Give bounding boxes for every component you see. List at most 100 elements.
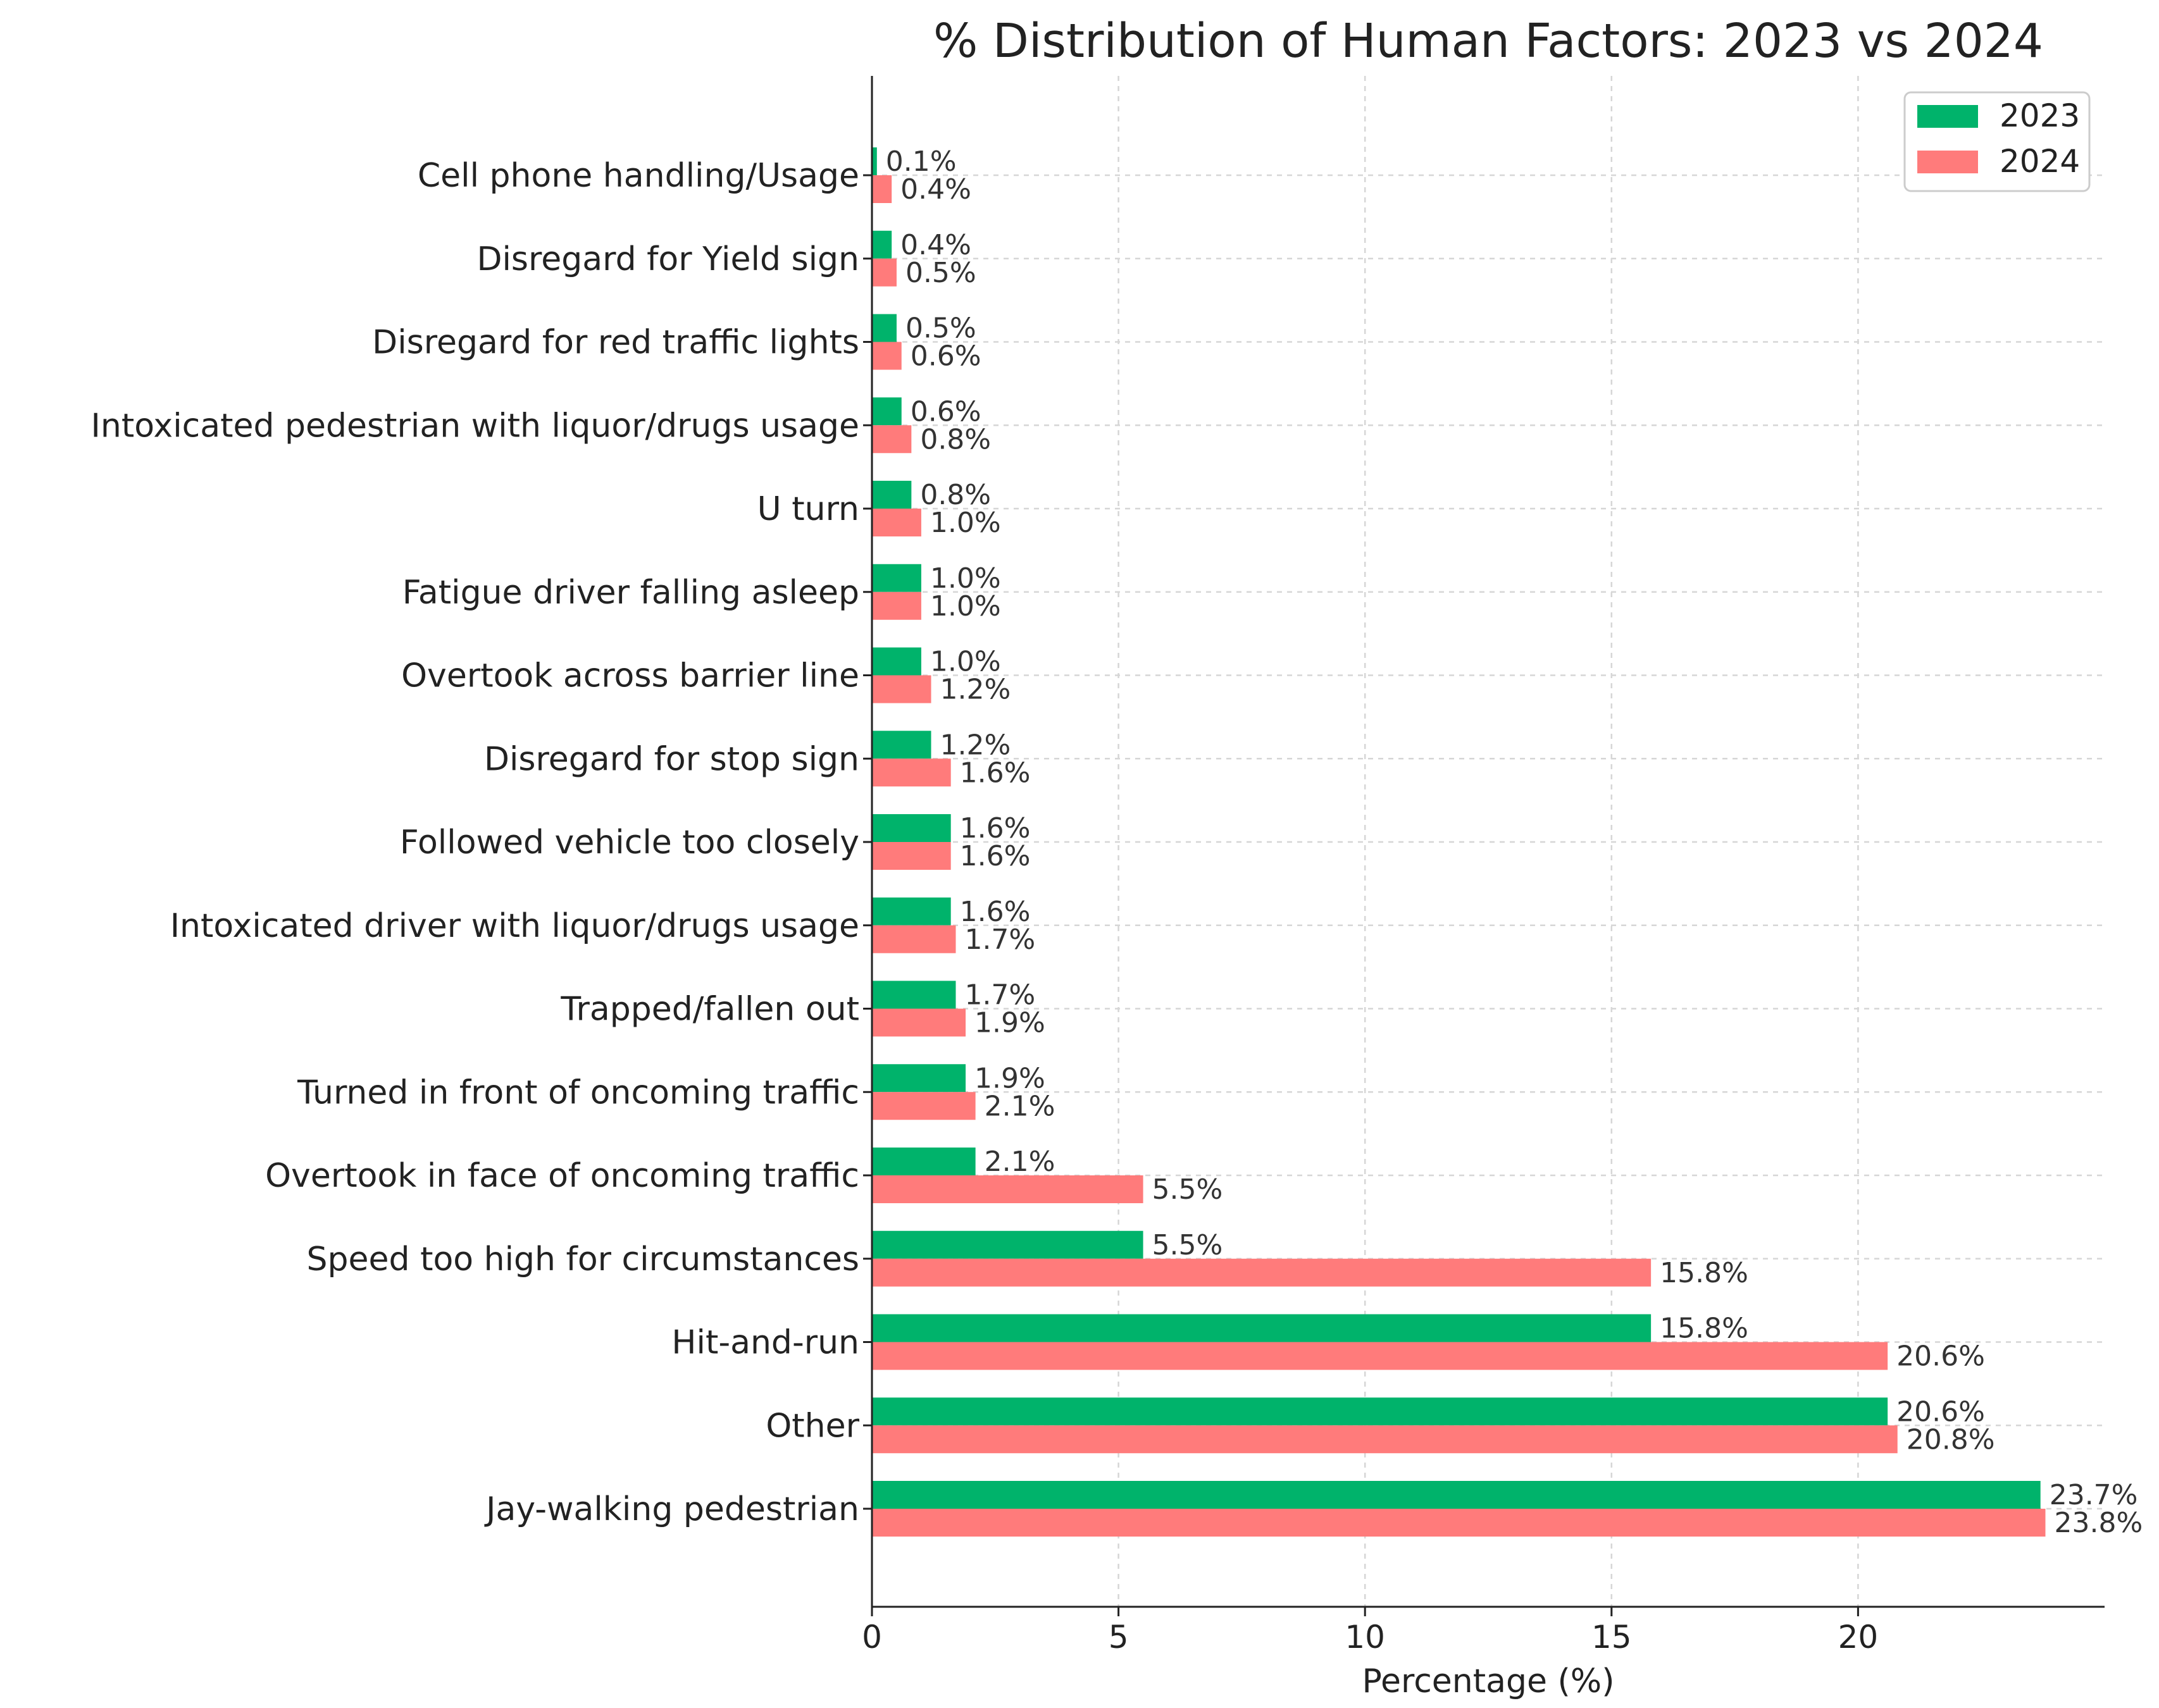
chart-title: % Distribution of Human Factors: 2023 vs… — [933, 14, 2043, 68]
y-tick-labels: Jay-walking pedestrian Other Hit-and-run Sp… — [91, 157, 872, 1528]
data-label-2024: 1.6% — [960, 840, 1031, 872]
category-label: Other — [766, 1407, 859, 1445]
category-label: Turned in front of oncoming traffic — [297, 1074, 859, 1111]
category-label: Intoxicated pedestrian with liquor/drugs… — [91, 407, 859, 445]
data-label-2024: 0.6% — [911, 340, 981, 373]
data-labels: 23.7%23.8%20.6%20.8%15.8%20.6%5.5%15.8%2… — [886, 145, 2143, 1539]
bar-2023 — [872, 230, 892, 259]
category-label: Overtook in face of oncoming traffic — [265, 1157, 859, 1195]
data-label-2024: 0.8% — [920, 423, 991, 455]
bar-2024 — [872, 1509, 2046, 1537]
bar-2024 — [872, 425, 912, 454]
bar-2024 — [872, 342, 902, 370]
category-label: Fatigue driver falling asleep — [402, 574, 859, 612]
bar-2023 — [872, 314, 897, 342]
x-tick-label: 5 — [1109, 1619, 1129, 1655]
data-label-2023: 0.1% — [886, 145, 957, 178]
category-label: Intoxicated driver with liquor/drugs usa… — [170, 907, 859, 945]
x-tick-label: 15 — [1591, 1619, 1632, 1655]
category-label: U turn — [757, 490, 859, 528]
x-tick-label: 0 — [862, 1619, 882, 1655]
data-label-2024: 1.2% — [940, 674, 1011, 706]
data-label-2024: 1.0% — [930, 590, 1001, 622]
bars — [872, 147, 2046, 1537]
x-tick-label: 10 — [1345, 1619, 1385, 1655]
data-label-2023: 1.6% — [960, 812, 1031, 845]
data-label-2023: 2.1% — [985, 1146, 1055, 1178]
category-label: Hit-and-run — [671, 1324, 859, 1362]
bar-2024 — [872, 925, 956, 953]
bar-2023 — [872, 814, 951, 842]
data-label-2023: 1.9% — [974, 1062, 1045, 1094]
bar-2024 — [872, 1175, 1143, 1203]
bar-2023 — [872, 1397, 1888, 1426]
bar-2023 — [872, 731, 931, 759]
bar-2024 — [872, 758, 951, 787]
data-label-2023: 20.6% — [1896, 1395, 1985, 1428]
data-label-2024: 20.8% — [1907, 1423, 1995, 1456]
category-label: Followed vehicle too closely — [400, 824, 859, 862]
bar-2024 — [872, 509, 921, 536]
bar-2023 — [872, 981, 956, 1009]
bar-2024 — [872, 842, 951, 870]
bar-2023 — [872, 564, 921, 592]
x-axis-label: Percentage (%) — [1362, 1662, 1614, 1700]
bar-2023 — [872, 647, 921, 676]
legend-swatch-2023 — [1917, 105, 1978, 128]
data-label-2024: 2.1% — [985, 1090, 1055, 1122]
bar-2023 — [872, 1230, 1143, 1259]
data-label-2023: 23.7% — [2050, 1479, 2138, 1511]
bar-2024 — [872, 1425, 1898, 1454]
legend-swatch-2024 — [1917, 151, 1978, 173]
data-label-2024: 0.4% — [900, 173, 971, 206]
category-label: Disregard for stop sign — [484, 740, 859, 778]
data-label-2024: 1.9% — [974, 1007, 1045, 1039]
data-label-2023: 0.8% — [920, 479, 991, 511]
legend: 2023 2024 — [1903, 91, 2091, 192]
data-label-2023: 5.5% — [1152, 1229, 1223, 1261]
category-label: Cell phone handling/Usage — [418, 157, 859, 195]
data-label-2024: 15.8% — [1660, 1257, 1748, 1289]
bar-2024 — [872, 1008, 966, 1037]
bar-2023 — [872, 897, 951, 925]
legend-label-2024: 2024 — [2000, 143, 2080, 180]
data-label-2023: 0.4% — [900, 229, 971, 261]
bar-2023 — [872, 1481, 2041, 1509]
x-tick-labels: 0 5 10 15 20 — [862, 1607, 1878, 1655]
legend-label-2023: 2023 — [2000, 97, 2080, 134]
data-label-2024: 20.6% — [1896, 1340, 1985, 1373]
bar-2023 — [872, 147, 877, 175]
bar-2024 — [872, 175, 892, 203]
data-label-2024: 1.7% — [964, 924, 1035, 956]
bar-2024 — [872, 1092, 976, 1120]
bar-2023 — [872, 1148, 976, 1175]
bar-2023 — [872, 1064, 966, 1092]
category-label: Speed too high for circumstances — [307, 1241, 859, 1278]
bar-2023 — [872, 481, 912, 509]
category-label: Disregard for red traffic lights — [372, 324, 859, 362]
data-label-2023: 0.5% — [905, 313, 976, 345]
data-label-2023: 15.8% — [1660, 1313, 1748, 1345]
bar-2023 — [872, 397, 902, 426]
bar-2024 — [872, 258, 897, 287]
category-label: Disregard for Yield sign — [476, 240, 859, 278]
data-label-2023: 1.6% — [960, 896, 1031, 928]
data-label-2023: 0.6% — [911, 395, 981, 428]
category-label: Overtook across barrier line — [401, 657, 859, 695]
data-label-2023: 1.7% — [964, 979, 1035, 1012]
data-label-2024: 1.0% — [930, 507, 1001, 539]
data-label-2024: 5.5% — [1152, 1173, 1223, 1206]
data-label-2024: 1.6% — [960, 757, 1031, 789]
bar-2024 — [872, 1342, 1888, 1370]
bar-2024 — [872, 1258, 1652, 1287]
bar-2024 — [872, 591, 921, 620]
x-tick-label: 20 — [1838, 1619, 1879, 1655]
gridlines — [871, 76, 2105, 1607]
data-label-2024: 23.8% — [2054, 1507, 2143, 1539]
bar-2024 — [872, 675, 931, 703]
data-label-2023: 1.0% — [930, 646, 1001, 678]
bar-2023 — [872, 1314, 1652, 1342]
data-label-2023: 1.2% — [940, 729, 1011, 761]
data-label-2024: 0.5% — [905, 257, 976, 289]
